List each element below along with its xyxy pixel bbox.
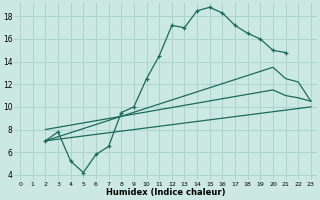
X-axis label: Humidex (Indice chaleur): Humidex (Indice chaleur): [106, 188, 225, 197]
